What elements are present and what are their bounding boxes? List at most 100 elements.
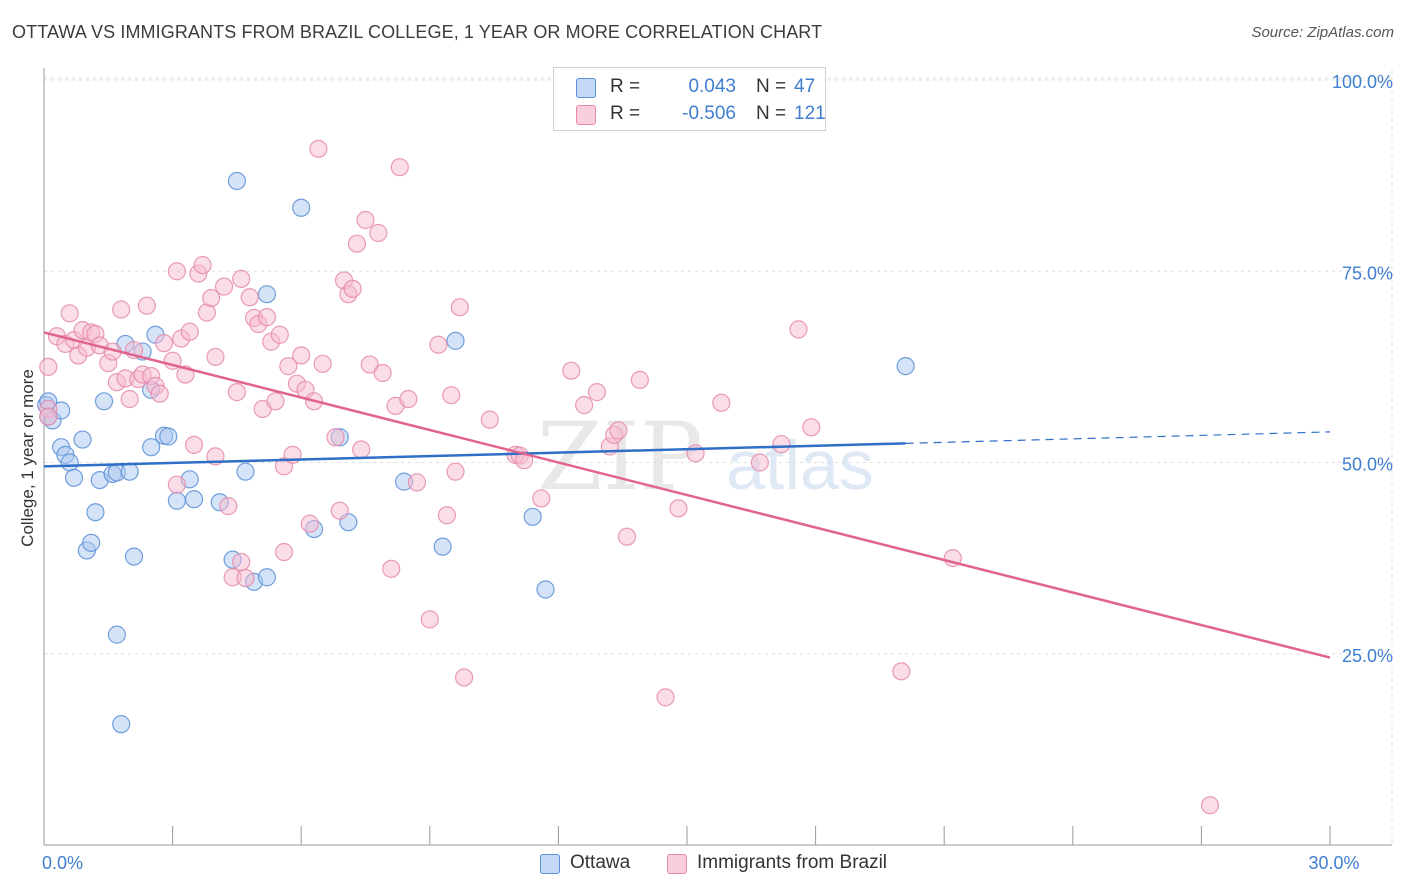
ottawa-point — [236, 462, 255, 481]
brazil-point — [407, 473, 427, 492]
ottawa-point — [73, 430, 92, 449]
legend-n-value: 121 — [794, 103, 826, 124]
ottawa-point — [227, 171, 246, 191]
brazil-point — [193, 256, 212, 275]
watermark-atlas: atlas — [726, 426, 874, 504]
brazil-point — [154, 334, 174, 353]
brazil-point — [802, 418, 821, 437]
ottawa-point — [184, 490, 204, 509]
y-tick-label: 50.0% — [1342, 455, 1393, 475]
brazil-point — [112, 300, 131, 319]
brazil-swatch — [667, 854, 687, 874]
brazil-point — [373, 363, 392, 383]
brazil-point — [656, 688, 675, 707]
ottawa-point — [433, 537, 452, 556]
brazil-point — [274, 542, 294, 562]
y-tick-label: 25.0% — [1342, 646, 1393, 666]
brazil-point — [326, 428, 345, 447]
brazil-point — [279, 357, 298, 376]
legend-r-label: R = — [610, 103, 641, 124]
ottawa-point — [896, 357, 915, 376]
legend-n-label: N = — [756, 76, 787, 97]
brazil-point — [369, 223, 388, 243]
brazil-point — [330, 501, 349, 520]
brazil-point — [240, 288, 259, 307]
ottawa-point — [124, 547, 144, 566]
ottawa-point — [257, 285, 277, 304]
brazil-point — [399, 389, 418, 409]
brazil-point — [454, 668, 474, 687]
grid-lines — [44, 70, 1393, 845]
y-tick-label: 100.0% — [1332, 72, 1393, 92]
ottawa-point — [120, 462, 139, 481]
legend-n-value: 47 — [794, 76, 816, 97]
brazil-point — [712, 393, 731, 412]
brazil-point — [442, 386, 461, 405]
data-points — [37, 139, 1220, 815]
brazil-point — [617, 527, 637, 546]
brazil-point — [669, 499, 688, 518]
x-tick-label: 0.0% — [42, 853, 83, 873]
brazil-point — [232, 552, 251, 572]
ottawa-point — [446, 331, 465, 350]
ottawa-point — [107, 625, 126, 644]
brazil-point — [609, 421, 628, 440]
brazil-point — [202, 288, 221, 308]
brazil-point — [232, 269, 251, 288]
legend-label-ottawa: Ottawa — [570, 852, 631, 873]
brazil-point — [266, 392, 285, 411]
brazil-point — [420, 610, 439, 629]
brazil-point — [219, 497, 238, 516]
legend-r-value: -0.506 — [682, 103, 736, 124]
brazil-trend-line — [43, 331, 1331, 659]
ottawa-point — [142, 438, 161, 457]
chart-title: OTTAWA VS IMMIGRANTS FROM BRAZIL COLLEGE… — [12, 22, 823, 42]
watermark-zip: ZIP — [537, 403, 703, 512]
legend-r-label: R = — [610, 76, 641, 97]
legend-n-label: N = — [756, 103, 787, 124]
ottawa-point — [523, 507, 542, 526]
brazil-point — [587, 383, 607, 402]
brazil-point — [180, 322, 199, 341]
brazil-point — [390, 158, 409, 177]
brazil-swatch — [576, 105, 596, 125]
brazil-point — [630, 370, 649, 389]
ottawa-point — [159, 427, 178, 446]
brazil-point — [750, 453, 769, 472]
brazil-point — [562, 361, 581, 380]
brazil-point — [480, 410, 499, 429]
brazil-point — [532, 489, 551, 508]
brazil-point — [382, 559, 401, 578]
brazil-point — [892, 662, 911, 681]
brazil-point — [575, 396, 594, 415]
brazil-point — [446, 462, 465, 481]
brazil-point — [437, 506, 457, 525]
brazil-point — [352, 440, 371, 459]
ottawa-point — [60, 453, 79, 472]
brazil-point — [343, 279, 362, 298]
brazil-point — [772, 435, 791, 454]
trend-lines — [43, 331, 1331, 659]
brazil-point — [39, 407, 58, 426]
brazil-point — [167, 475, 186, 494]
ottawa-swatch — [540, 854, 560, 874]
ottawa-swatch — [576, 78, 596, 98]
brazil-point — [347, 234, 367, 253]
tick-labels: 100.0% 75.0% 50.0% 25.0% 0.0% 30.0% — [42, 72, 1393, 873]
axes — [43, 68, 1392, 846]
brazil-point — [236, 568, 255, 588]
ottawa-point — [82, 533, 101, 552]
brazil-point — [39, 357, 58, 376]
source-credit: Source: ZipAtlas.com — [1251, 24, 1394, 41]
correlation-legend: R = 0.043 N = 47 R = -0.506 N = 121 — [553, 67, 826, 131]
ottawa-point — [292, 198, 311, 217]
brazil-point — [313, 354, 332, 373]
y-tick-label: 75.0% — [1342, 263, 1393, 283]
ottawa-trend-line — [43, 442, 906, 468]
x-tick-label: 30.0% — [1308, 853, 1359, 873]
brazil-point — [300, 514, 319, 533]
ottawa-point — [257, 568, 277, 587]
brazil-point — [227, 383, 246, 402]
brazil-point — [150, 384, 169, 403]
